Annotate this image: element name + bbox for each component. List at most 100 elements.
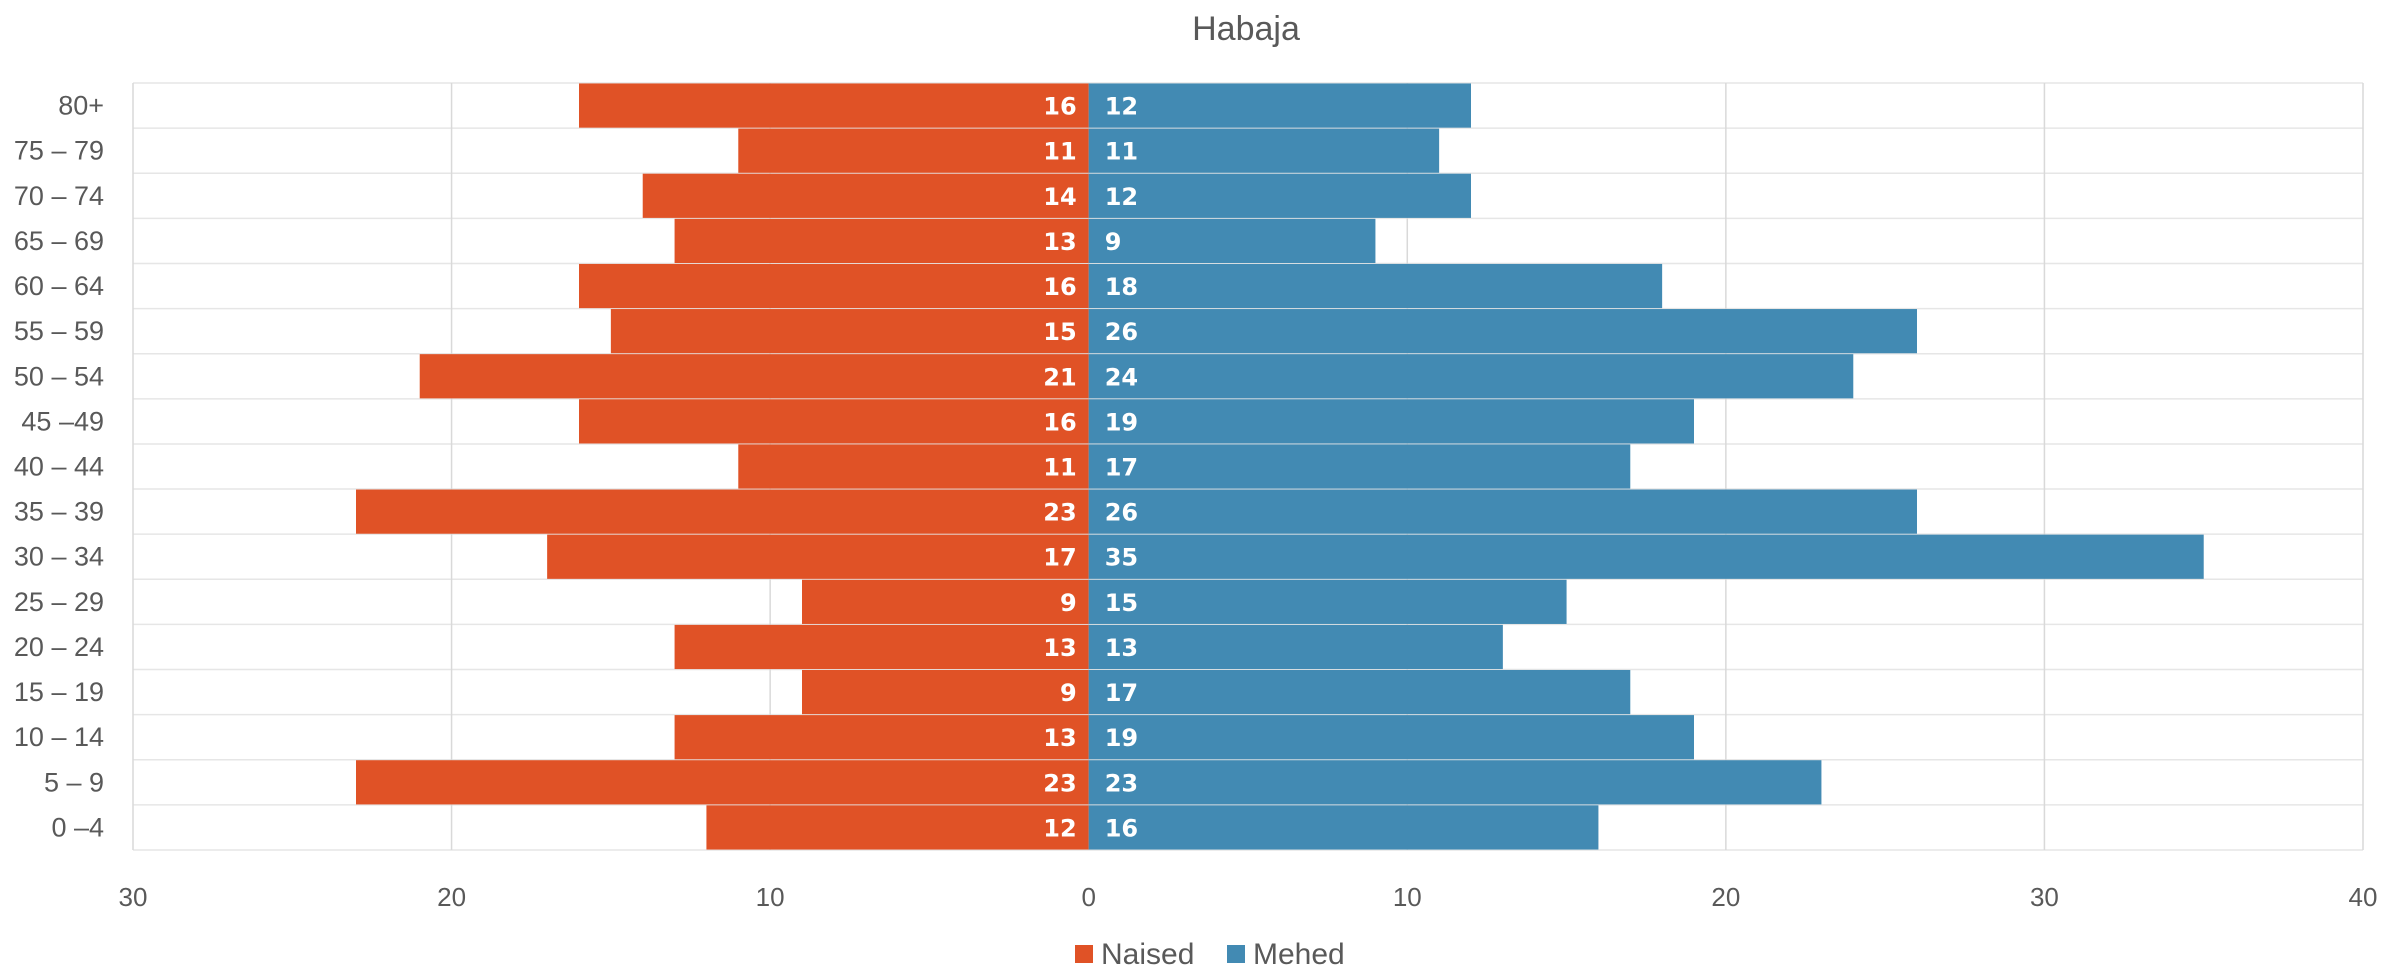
- bar-mehed-16: [1088, 805, 1599, 850]
- category-label: 55 – 59: [14, 316, 104, 346]
- data-label-mehed-12: 13: [1105, 634, 1138, 662]
- category-label: 50 – 54: [14, 361, 104, 391]
- data-labels: 1611141316152116112317913913231212111291…: [1043, 93, 1138, 843]
- bar-mehed-6: [1088, 354, 1854, 399]
- data-label-mehed-4: 18: [1105, 273, 1138, 301]
- bar-mehed-14: [1088, 715, 1694, 760]
- data-label-mehed-0: 12: [1105, 93, 1138, 121]
- bar-naised-0: [579, 83, 1089, 128]
- bar-mehed-1: [1088, 128, 1440, 173]
- data-label-naised-9: 23: [1043, 499, 1076, 527]
- bar-mehed-12: [1088, 624, 1503, 670]
- x-tick-label: 10: [756, 882, 785, 912]
- bar-naised-15: [356, 760, 1089, 805]
- data-label-mehed-8: 17: [1105, 454, 1138, 482]
- bar-mehed-2: [1088, 173, 1471, 218]
- data-label-naised-5: 15: [1043, 318, 1076, 346]
- data-label-mehed-2: 12: [1105, 183, 1138, 211]
- category-label: 10 – 14: [14, 722, 104, 752]
- category-label: 25 – 29: [14, 587, 104, 617]
- legend-swatch-naised: [1075, 945, 1093, 963]
- bars: [356, 83, 2204, 850]
- data-label-naised-11: 9: [1060, 589, 1077, 617]
- data-label-mehed-9: 26: [1105, 499, 1138, 527]
- data-label-mehed-7: 19: [1105, 408, 1138, 436]
- category-label: 15 – 19: [14, 677, 104, 707]
- bar-naised-14: [674, 715, 1089, 760]
- data-label-naised-2: 14: [1043, 183, 1076, 211]
- bar-naised-5: [610, 309, 1089, 354]
- bar-naised-11: [802, 579, 1089, 624]
- category-label: 35 – 39: [14, 497, 104, 527]
- x-tick-label: 20: [1711, 882, 1740, 912]
- data-label-mehed-1: 11: [1105, 138, 1138, 166]
- category-label: 60 – 64: [14, 271, 104, 301]
- bar-naised-16: [706, 805, 1089, 850]
- bar-naised-2: [642, 173, 1089, 218]
- bar-mehed-11: [1088, 579, 1567, 624]
- data-label-naised-14: 13: [1043, 724, 1076, 752]
- data-label-naised-15: 23: [1043, 769, 1076, 797]
- x-tick-label: 20: [437, 882, 466, 912]
- category-label: 0 –4: [51, 812, 104, 842]
- data-label-mehed-14: 19: [1105, 724, 1138, 752]
- data-label-mehed-11: 15: [1105, 589, 1138, 617]
- data-label-mehed-13: 17: [1105, 679, 1138, 707]
- data-label-mehed-15: 23: [1105, 769, 1138, 797]
- category-label: 20 – 24: [14, 632, 104, 662]
- bar-naised-6: [419, 354, 1089, 399]
- category-label: 40 – 44: [14, 452, 104, 482]
- x-tick-label: 10: [1393, 882, 1422, 912]
- data-label-mehed-6: 24: [1105, 363, 1138, 391]
- bar-mehed-8: [1088, 444, 1631, 489]
- data-label-naised-6: 21: [1043, 363, 1076, 391]
- category-label: 70 – 74: [14, 181, 104, 211]
- data-label-mehed-3: 9: [1105, 228, 1122, 256]
- bar-naised-7: [579, 399, 1089, 444]
- data-label-naised-3: 13: [1043, 228, 1076, 256]
- category-axis: 80+ 75 – 79 70 – 74 65 – 69 60 – 64 55 – 59 50…: [14, 91, 104, 843]
- legend[interactable]: Naised Mehed: [1075, 938, 1345, 970]
- bar-mehed-15: [1088, 760, 1822, 805]
- bar-naised-8: [738, 444, 1089, 489]
- x-tick-label: 0: [1081, 882, 1095, 912]
- legend-swatch-mehed: [1227, 945, 1245, 963]
- bar-mehed-9: [1088, 489, 1917, 534]
- bar-naised-13: [802, 669, 1089, 715]
- bar-mehed-4: [1088, 263, 1663, 309]
- category-label: 5 – 9: [44, 767, 104, 797]
- bar-mehed-7: [1088, 399, 1694, 444]
- data-label-naised-13: 9: [1060, 679, 1077, 707]
- data-label-naised-7: 16: [1043, 408, 1076, 436]
- data-label-naised-12: 13: [1043, 634, 1076, 662]
- category-label: 45 –49: [21, 406, 104, 436]
- data-label-naised-16: 12: [1043, 814, 1076, 842]
- x-tick-label: 30: [119, 882, 148, 912]
- legend-label-mehed: Mehed: [1253, 938, 1345, 970]
- x-axis: 30 20 10 0 10 20 30 40: [119, 882, 2378, 912]
- category-label: 30 – 34: [14, 542, 104, 572]
- data-label-mehed-10: 35: [1105, 544, 1138, 572]
- bar-naised-12: [674, 624, 1089, 670]
- data-label-naised-8: 11: [1043, 454, 1076, 482]
- category-label: 80+: [58, 91, 104, 121]
- data-label-naised-0: 16: [1043, 93, 1076, 121]
- data-label-naised-1: 11: [1043, 138, 1076, 166]
- category-label: 75 – 79: [14, 136, 104, 166]
- bar-mehed-5: [1088, 309, 1917, 354]
- bar-mehed-0: [1088, 83, 1471, 128]
- bar-naised-4: [579, 263, 1089, 309]
- x-tick-label: 40: [2349, 882, 2378, 912]
- bar-mehed-3: [1088, 218, 1376, 264]
- bar-naised-3: [674, 218, 1089, 264]
- chart-title: Habaja: [1192, 10, 1300, 48]
- x-tick-label: 30: [2030, 882, 2059, 912]
- bar-naised-9: [356, 489, 1089, 534]
- data-label-mehed-5: 26: [1105, 318, 1138, 346]
- category-label: 65 – 69: [14, 226, 104, 256]
- data-label-naised-4: 16: [1043, 273, 1076, 301]
- bar-naised-10: [547, 534, 1089, 579]
- bar-mehed-13: [1088, 669, 1631, 715]
- data-label-naised-10: 17: [1043, 544, 1076, 572]
